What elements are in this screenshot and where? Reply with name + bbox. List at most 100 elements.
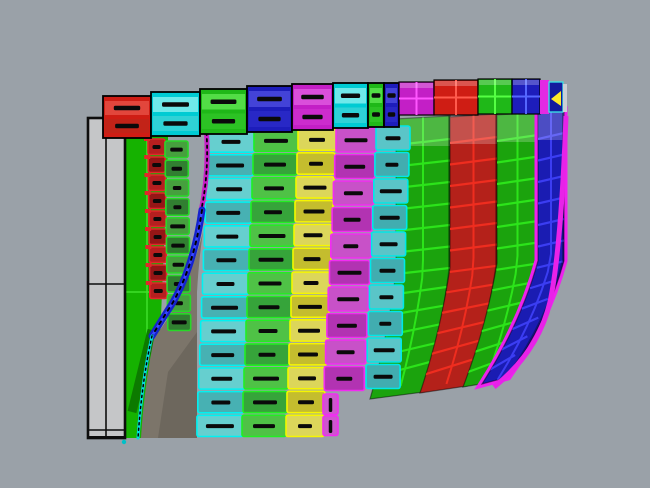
top-block-green[interactable]	[199, 88, 248, 135]
orientation-arrow-icon	[551, 91, 561, 106]
plate-label-mark	[258, 281, 282, 286]
plate-label-mark	[343, 191, 363, 196]
plate-label-mark	[216, 210, 241, 215]
top-block-magenta[interactable]	[291, 83, 334, 131]
plate-label-mark	[298, 400, 314, 405]
plate-label-mark	[115, 123, 139, 129]
plate-label-mark	[216, 187, 243, 192]
plate-label-mark	[258, 233, 286, 238]
plate-strip-green-main[interactable]	[241, 129, 299, 438]
plate-label-mark	[171, 320, 187, 325]
top-block-red[interactable]	[102, 95, 152, 139]
plate-label-mark	[152, 145, 161, 149]
top-block-blue[interactable]	[246, 85, 293, 133]
plate-label-mark	[216, 163, 245, 168]
plate-label-mark	[264, 138, 288, 143]
plate-label-mark	[264, 210, 282, 215]
plate-label-mark	[172, 262, 185, 267]
top-row-blocks[interactable]	[102, 78, 541, 139]
plate-label-mark	[153, 289, 163, 293]
plate-label-mark	[379, 295, 394, 300]
plate-label-mark	[336, 323, 357, 328]
plate-label-mark	[258, 257, 284, 262]
plate-label-mark	[303, 281, 319, 285]
top-block-plain-red[interactable]	[433, 79, 479, 116]
plate-strip-cyan-after[interactable]	[365, 125, 411, 390]
plate-label-mark	[258, 329, 278, 334]
plate-label-mark	[211, 329, 237, 334]
plate-label-mark	[211, 305, 239, 310]
top-block-plain-magenta[interactable]	[398, 81, 435, 116]
plate-label-mark	[258, 116, 281, 122]
plate-label-mark	[340, 93, 361, 98]
plate-label-mark	[216, 234, 239, 239]
plate-label-mark	[170, 147, 183, 152]
plate-label-mark	[298, 304, 322, 309]
plate-label-mark	[216, 282, 235, 286]
plate-strip-yellow-main[interactable]	[285, 128, 337, 438]
plate-label-mark	[153, 217, 162, 221]
plate-label-mark	[170, 224, 186, 229]
plate-label-mark	[298, 352, 318, 357]
plate-label-mark	[385, 162, 399, 167]
top-block-cyan[interactable]	[332, 82, 369, 129]
plate-label-mark	[379, 242, 398, 247]
plate-label-mark	[162, 102, 189, 107]
plate-label-mark	[258, 305, 280, 310]
plate-label-mark	[387, 93, 396, 98]
plate-label-mark	[152, 181, 162, 185]
plate-label-mark	[379, 268, 396, 273]
plate-label-mark	[153, 235, 162, 239]
plate-label-mark	[337, 297, 360, 302]
stem-curve	[136, 123, 210, 440]
plate-label-mark	[341, 113, 360, 118]
plate-label-mark	[336, 376, 353, 381]
plate-label-mark	[343, 217, 361, 222]
plate-label-mark	[152, 199, 162, 203]
plate-label-mark	[257, 96, 282, 102]
plate-label-mark	[211, 119, 236, 124]
top-block-blue[interactable]	[383, 82, 400, 128]
plate-label-mark	[253, 400, 277, 405]
plate-label-mark	[113, 105, 141, 111]
plate-strip-magenta-tail[interactable]	[322, 393, 339, 437]
plate-label-mark	[387, 112, 396, 117]
top-block-green[interactable]	[367, 82, 385, 128]
plate-label-mark	[153, 271, 163, 275]
plate-label-mark	[371, 93, 381, 98]
plate-label-mark	[258, 352, 276, 357]
plate-label-mark	[328, 398, 333, 412]
plate-label-mark	[337, 270, 362, 275]
plate-label-mark	[205, 424, 234, 429]
top-block-cyan[interactable]	[150, 91, 201, 137]
plate-label-mark	[211, 376, 233, 381]
plate-label-mark	[173, 205, 182, 210]
frame-bar[interactable]	[86, 116, 127, 440]
plate-label-mark	[298, 328, 320, 333]
plate-label-mark	[309, 161, 323, 166]
stray-point	[121, 439, 127, 445]
plate-label-mark	[344, 164, 366, 169]
plate-label-mark	[343, 244, 359, 249]
plate-label-mark	[298, 424, 312, 429]
plate-label-mark	[172, 186, 182, 190]
plate-label-mark	[379, 215, 400, 220]
plate-label-mark	[216, 258, 237, 263]
plate-label-mark	[303, 257, 321, 262]
plate-label-mark	[264, 186, 284, 191]
outer-hull-edge	[492, 115, 569, 389]
top-block-plain-blue[interactable]	[511, 78, 541, 115]
plate-label-mark	[298, 376, 316, 381]
plate-label-mark	[303, 209, 325, 214]
plate-label-mark	[163, 121, 188, 126]
plate-label-mark	[372, 112, 380, 117]
plate-label-mark	[303, 185, 327, 190]
plate-strip-magenta-main[interactable]	[323, 127, 377, 392]
plate-label-mark	[379, 189, 402, 194]
plate-label-mark	[211, 400, 231, 405]
top-block-plain-green[interactable]	[477, 78, 513, 115]
plate-label-mark	[211, 353, 235, 358]
plate-label-mark	[253, 424, 275, 429]
